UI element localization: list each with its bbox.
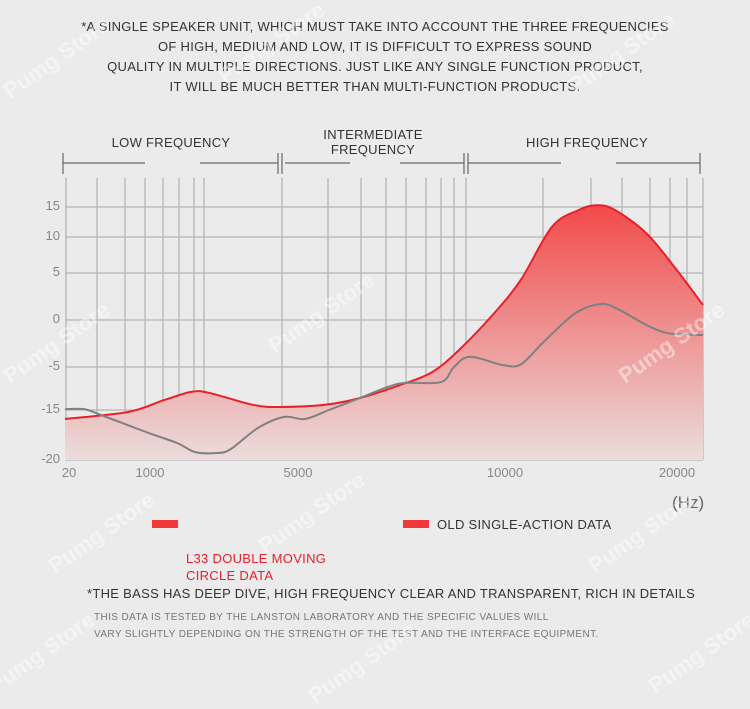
frequency-band-brackets xyxy=(62,153,701,174)
intro-line: OF HIGH, MEDIUM AND LOW, IT IS DIFFICULT… xyxy=(157,39,593,54)
series-line-l33 xyxy=(64,204,704,420)
legend-swatch-l33 xyxy=(152,520,178,528)
footer-disclaimer-line2: VARY SLIGHTLY DEPENDING ON THE STRENGTH … xyxy=(94,629,599,640)
intro-line: *A SINGLE SPEAKER UNIT, WHICH MUST TAKE … xyxy=(81,19,669,34)
band-low-label: LOW FREQUENCY xyxy=(111,135,231,150)
intro-line: QUALITY IN MULTIPLE DIRECTIONS. JUST LIK… xyxy=(107,59,643,74)
band-high-label: HIGH FREQUENCY xyxy=(526,135,648,150)
intro-line: IT WILL BE MUCH BETTER THAN MULTI-FUNCTI… xyxy=(169,79,581,94)
footer-note: *THE BASS HAS DEEP DIVE, HIGH FREQUENCY … xyxy=(87,586,696,601)
x-tick-label: 1000 xyxy=(135,465,165,480)
series-line-old xyxy=(64,302,704,455)
legend-item-old: OLD SINGLE-ACTION DATA xyxy=(403,516,611,533)
y-tick-label: 10 xyxy=(45,228,60,243)
y-tick-label: -5 xyxy=(48,358,60,373)
y-tick-label: -15 xyxy=(41,401,60,416)
y-tick-label: 5 xyxy=(52,264,60,279)
x-axis-unit: (Hz) xyxy=(672,493,705,512)
footer-disclaimer-line1: THIS DATA IS TESTED BY THE LANSTON LABOR… xyxy=(94,612,549,623)
frequency-response-chart xyxy=(62,153,704,461)
x-tick-label: 10000 xyxy=(486,465,524,480)
band-mid-line1: INTERMEDIATE xyxy=(323,127,423,142)
intro-text: *A SINGLE SPEAKER UNIT, WHICH MUST TAKE … xyxy=(0,17,750,97)
x-tick-label: 20000 xyxy=(658,465,696,480)
legend-item-l33: L33 DOUBLE MOVING CIRCLE DATA xyxy=(152,516,326,601)
legend-swatch-old xyxy=(403,520,429,528)
y-tick-label: -20 xyxy=(41,451,60,466)
legend-label-old: OLD SINGLE-ACTION DATA xyxy=(437,517,612,532)
legend-label-l33: L33 DOUBLE MOVING CIRCLE DATA xyxy=(186,551,327,583)
band-mid-label: INTERMEDIATE FREQUENCY xyxy=(303,127,443,157)
series-fill-0 xyxy=(65,205,703,460)
x-tick-label: 20 xyxy=(61,465,77,480)
x-tick-label: 5000 xyxy=(283,465,313,480)
y-tick-label: 0 xyxy=(52,311,60,326)
y-tick-label: 15 xyxy=(45,198,60,213)
band-mid-line2: FREQUENCY xyxy=(330,142,416,157)
